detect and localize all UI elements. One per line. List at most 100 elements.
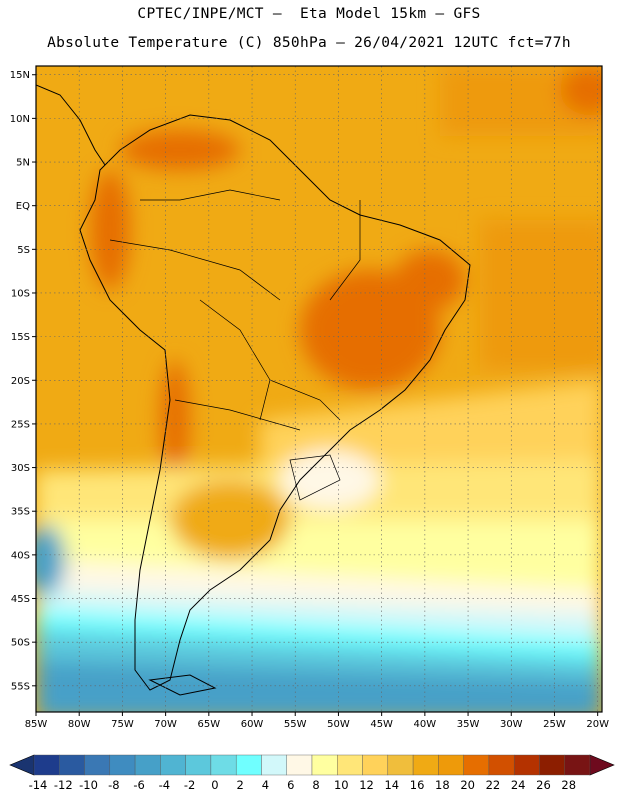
border-uruguay: [289, 454, 341, 501]
field-warm-patagonia: [170, 480, 290, 560]
colorbar-swatch: [337, 754, 363, 776]
lat-tick-label: 5N: [16, 158, 30, 169]
field-hotspot-venezuela: [120, 130, 240, 170]
colorbar-swatch: [564, 754, 591, 776]
lon-tick-label: 75W: [111, 719, 134, 730]
colorbar-label: 8: [312, 778, 319, 792]
colorbar-label: 14: [384, 778, 399, 792]
border-paraguay: [269, 379, 341, 421]
colorbar-label: 6: [287, 778, 294, 792]
colorbar-label: 26: [536, 778, 551, 792]
colorbar-label: -4: [159, 778, 170, 792]
colorbar-swatch: [261, 754, 287, 776]
lat-tick-label: 10N: [10, 114, 30, 125]
colorbar-swatch: [109, 754, 136, 776]
colorbar-label: -2: [184, 778, 195, 792]
field-hotspot-andes-s: [160, 360, 190, 480]
colorbar-swatch: [539, 754, 565, 776]
colorbar-swatch: [362, 754, 389, 776]
colorbar-swatch: [387, 754, 414, 776]
south-america-coast: [79, 114, 471, 691]
chart-subtitle: Absolute Temperature (C) 850hPa – 26/04/…: [47, 35, 571, 51]
colorbar-label: 24: [511, 778, 526, 792]
colorbar-label: -6: [133, 778, 144, 792]
axis-ticks: 15N 10N 5N EQ 5S 10S 15S 20S 25S 30S 35S 40S 45S 50S 5…: [10, 70, 609, 730]
field-hotspot-ne: [560, 66, 602, 115]
colorbar-label: 16: [410, 778, 425, 792]
lat-tick-label: 35S: [11, 507, 30, 518]
tierra-del-fuego: [148, 674, 217, 696]
lat-tick-label: 40S: [11, 550, 30, 561]
colorbar-swatch: [33, 754, 60, 776]
lat-tick-label: 10S: [11, 288, 30, 299]
lon-tick-label: 50W: [327, 719, 350, 730]
colorbar-swatch: [463, 754, 490, 776]
lon-tick-label: 45W: [370, 719, 393, 730]
border-bolivia: [199, 299, 271, 421]
colorbar-label: 4: [262, 778, 269, 792]
lon-tick-label: 85W: [25, 719, 48, 730]
map-frame: [35, 65, 603, 713]
colorbar-label: 2: [237, 778, 244, 792]
colorbar-swatch: [185, 754, 212, 776]
border-colombia-venezuela: [140, 189, 281, 201]
lat-tick-label: 55S: [11, 681, 30, 692]
colorbar-swatch: [412, 754, 439, 776]
lon-tick-label: 20W: [586, 719, 609, 730]
country-borders: [109, 189, 361, 501]
colorbar-swatch: [438, 754, 464, 776]
colorbar-swatch: [134, 754, 161, 776]
lon-tick-label: 40W: [414, 719, 437, 730]
lat-tick-label: 15N: [10, 70, 30, 81]
colorbar: -14 -12 -10 -8 -6 -4 -2 0 2 4 6 8 10 12 14 16 18 20 22 24 26…: [9, 754, 615, 792]
lat-tick-label: 50S: [11, 638, 30, 649]
colorbar-swatch: [160, 754, 186, 776]
coastlines: [36, 84, 471, 696]
colorbar-label: 22: [486, 778, 501, 792]
colorbar-label: 20: [460, 778, 475, 792]
colorbar-swatch: [59, 754, 85, 776]
field-cool-uruguay: [280, 450, 380, 510]
colorbar-high-arrow: [589, 754, 615, 776]
colorbar-swatch: [513, 754, 540, 776]
temperature-field: [36, 66, 602, 712]
border-argentina-north: [174, 399, 301, 431]
colorbar-label: 0: [211, 778, 218, 792]
field-hotspot-nebrazil: [395, 250, 465, 310]
colorbar-label: -8: [108, 778, 119, 792]
lon-tick-label: 25W: [543, 719, 566, 730]
border-peru-brazil: [109, 239, 281, 301]
lat-tick-label: 25S: [11, 419, 30, 430]
lat-tick-label: 30S: [11, 463, 30, 474]
lon-tick-label: 65W: [198, 719, 221, 730]
field-east-ocean: [480, 220, 602, 370]
central-america-coast: [36, 84, 106, 166]
lon-tick-label: 80W: [68, 719, 91, 730]
lon-tick-label: 60W: [241, 719, 264, 730]
lat-tick-label: 15S: [11, 332, 30, 343]
colorbar-label: 18: [435, 778, 450, 792]
colorbar-swatch: [311, 754, 338, 776]
field-cold-sw: [36, 525, 65, 595]
lon-tick-label: 35W: [457, 719, 480, 730]
colorbar-swatch: [84, 754, 111, 776]
colorbar-label: 28: [561, 778, 576, 792]
colorbar-label: -10: [79, 778, 98, 792]
lat-tick-label: 5S: [17, 245, 30, 256]
colorbar-swatch: [488, 754, 515, 776]
lon-tick-label: 70W: [154, 719, 177, 730]
lat-tick-label: 45S: [11, 594, 30, 605]
field-band-0: [36, 660, 602, 712]
lon-tick-label: 30W: [500, 719, 523, 730]
colorbar-low-arrow: [9, 754, 35, 776]
colorbar-swatch: [286, 754, 313, 776]
field-hotspot-andes-n: [90, 170, 130, 290]
colorbar-label: 12: [359, 778, 374, 792]
lat-tick-label: EQ: [16, 201, 30, 212]
colorbar-label: 10: [334, 778, 349, 792]
chart-title: CPTEC/INPE/MCT – Eta Model 15km – GFS: [137, 6, 481, 22]
border-brazil-internal: [329, 200, 361, 301]
colorbar-swatch: [235, 754, 262, 776]
colorbar-label: -12: [54, 778, 73, 792]
